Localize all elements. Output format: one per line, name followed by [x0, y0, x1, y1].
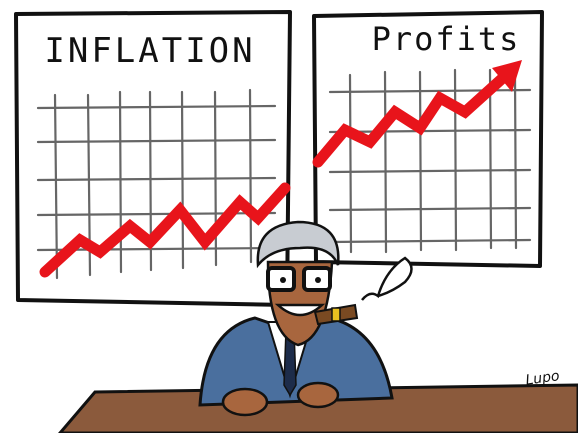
cartoon: INFLATION Profits	[0, 0, 578, 433]
hand	[223, 389, 267, 415]
profits-board: Profits	[314, 12, 542, 266]
hand	[298, 383, 338, 407]
eye	[315, 277, 321, 283]
eye	[280, 277, 286, 283]
inflation-board: INFLATION	[16, 12, 290, 305]
board-title: INFLATION	[44, 31, 255, 71]
cigar-band	[332, 308, 340, 321]
board-title: Profits	[372, 20, 521, 58]
